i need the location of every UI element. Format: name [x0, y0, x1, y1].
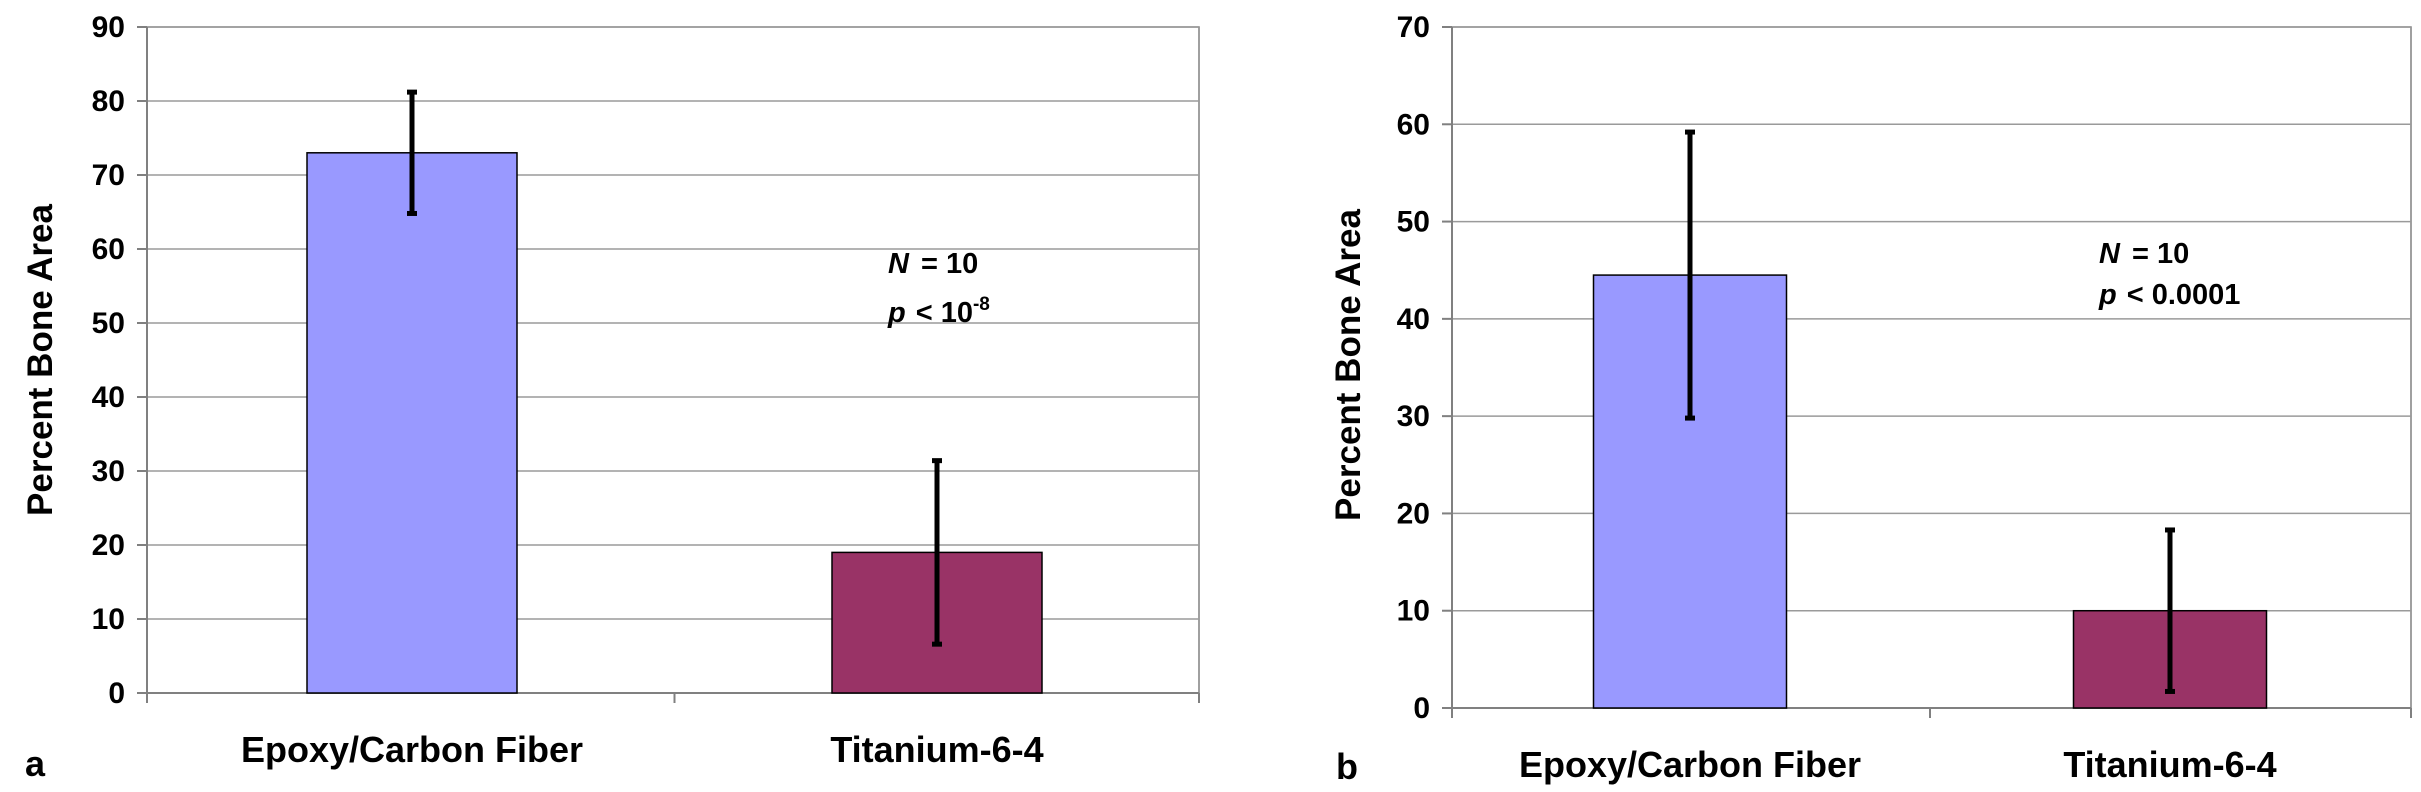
x-category-label: Epoxy/Carbon Fiber: [241, 729, 583, 770]
annotation-n: N = 10: [2099, 238, 2189, 270]
p-value: < 10: [916, 297, 973, 329]
y-tick-label: 80: [92, 85, 125, 118]
x-category-label: Titanium-6-4: [2063, 744, 2276, 785]
p-value: < 0.0001: [2127, 279, 2241, 311]
panel-label: a: [25, 743, 46, 784]
panel-label: b: [1336, 746, 1358, 787]
n-value: = 10: [921, 248, 978, 280]
p-exponent: -8: [973, 294, 990, 315]
n-symbol: N: [2099, 238, 2121, 270]
n-symbol: N: [888, 248, 910, 280]
p-symbol: p: [887, 297, 906, 329]
chart-panel-b: 0 10 20 30 40 50 60 70 Epoxy/Carbon Fiber Titaniu…: [1329, 11, 2412, 787]
y-tick-label: 20: [1397, 497, 1430, 530]
y-tick-label: 60: [1397, 108, 1430, 141]
y-tick-label: 70: [92, 159, 125, 192]
chart-panel-a: 0 10 20 30 40 50 60 70 80 90 Epoxy/Carbon Fiber Tit…: [21, 11, 1200, 784]
p-symbol: p: [2098, 279, 2117, 311]
annotation-p: p < 0.0001: [2098, 279, 2240, 311]
y-tick-label: 40: [1397, 303, 1430, 336]
y-tick-label: 0: [1413, 692, 1430, 725]
x-category-label: Titanium-6-4: [830, 729, 1043, 770]
y-tick-label: 60: [92, 233, 125, 266]
y-axis-label: Percent Bone Area: [1329, 209, 1368, 521]
y-tick-label: 70: [1397, 11, 1430, 44]
y-tick-label: 10: [1397, 595, 1430, 628]
y-tick-label: 90: [92, 11, 125, 44]
y-tick-label: 30: [1397, 400, 1430, 433]
annotation-p: p < 10-8: [887, 294, 990, 329]
y-tick-label: 50: [92, 307, 125, 340]
x-category-label: Epoxy/Carbon Fiber: [1519, 744, 1861, 785]
annotation-n: N = 10: [888, 248, 978, 280]
y-tick-label: 0: [108, 677, 125, 710]
y-tick-label: 20: [92, 529, 125, 562]
y-tick-label: 40: [92, 381, 125, 414]
n-value: = 10: [2132, 238, 2189, 270]
y-tick-label: 30: [92, 455, 125, 488]
y-tick-label: 10: [92, 603, 125, 636]
y-tick-label: 50: [1397, 206, 1430, 239]
bar-epoxy-carbon-fiber: [306, 152, 518, 694]
y-axis-label: Percent Bone Area: [21, 204, 60, 516]
